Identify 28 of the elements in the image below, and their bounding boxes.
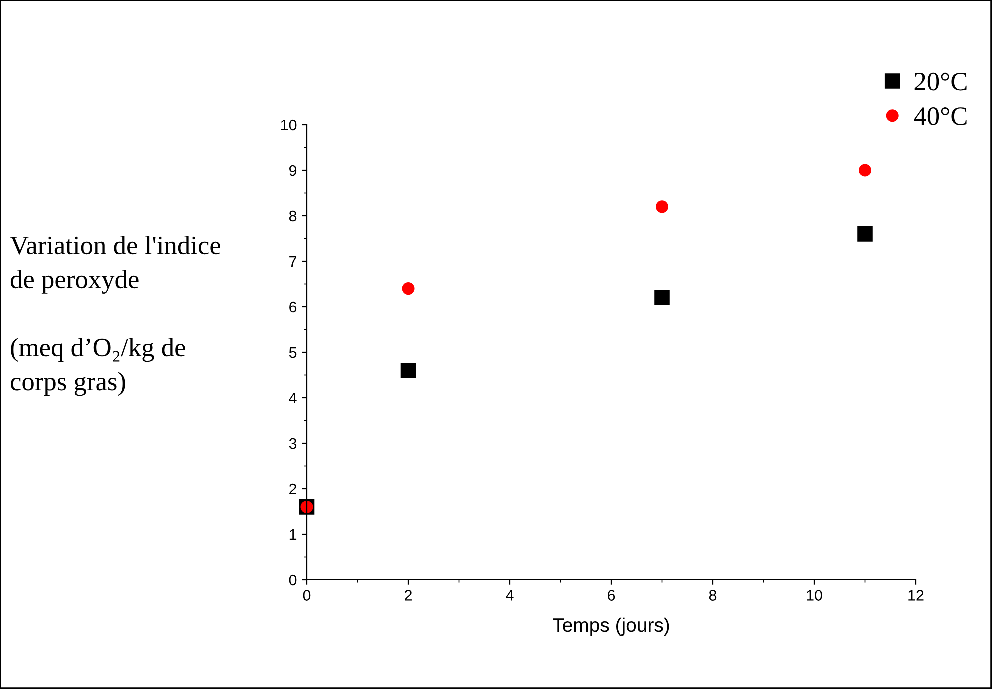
x-tick-label: 10 bbox=[807, 590, 822, 601]
x-axis-title: Temps (jours) bbox=[553, 618, 670, 636]
point bbox=[400, 363, 416, 378]
y-tick-label: 9 bbox=[290, 165, 297, 176]
y-tick-label: 1 bbox=[290, 530, 297, 540]
x-tick-label: 4 bbox=[506, 590, 514, 601]
x-tick-label: 2 bbox=[405, 590, 412, 601]
x-tick-label: 0 bbox=[303, 590, 311, 601]
legend-label: 40°C bbox=[914, 108, 967, 126]
y-tick-label: 8 bbox=[289, 210, 297, 222]
y-tick-label: 0 bbox=[289, 574, 297, 586]
y-tick-label: 3 bbox=[289, 438, 297, 450]
y-tick-label: 2 bbox=[290, 484, 297, 495]
y-tick-label: 6 bbox=[290, 302, 297, 313]
point bbox=[858, 226, 873, 242]
point bbox=[859, 164, 872, 177]
point bbox=[656, 200, 668, 214]
y-tick-label: 5 bbox=[289, 348, 297, 358]
point bbox=[402, 282, 415, 296]
x-tick-label: 8 bbox=[709, 590, 717, 601]
x-tick-label: 12 bbox=[908, 590, 924, 601]
y-tick-label: 7 bbox=[290, 256, 297, 268]
y-tick-label: 4 bbox=[289, 393, 297, 404]
legend-label: 20°C bbox=[914, 72, 967, 91]
y-tick-label: 10 bbox=[281, 120, 297, 131]
text: Variation de l'indice de peroxyde (meq d’O₂/kg de corps gras) bbox=[10, 236, 220, 396]
point bbox=[654, 290, 670, 306]
x-tick-label: 6 bbox=[608, 590, 616, 601]
